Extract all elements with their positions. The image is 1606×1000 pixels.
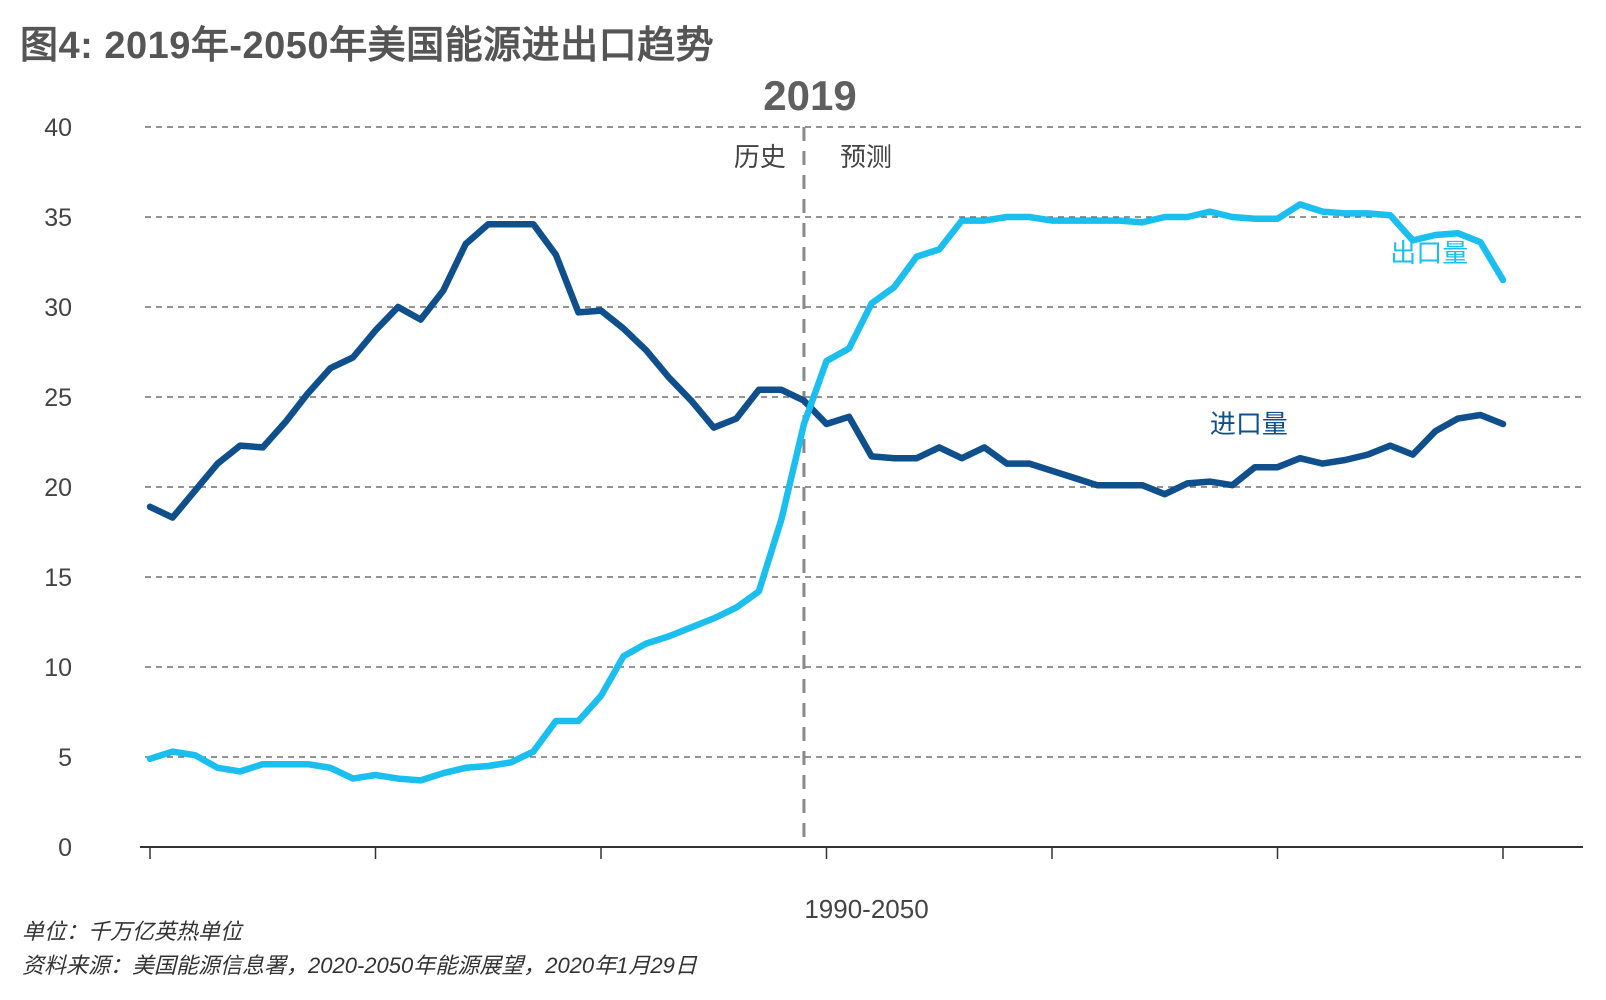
y-tick-label: 25 [44, 384, 72, 412]
y-tick-label: 30 [44, 294, 72, 322]
y-tick-label: 20 [44, 474, 72, 502]
y-tick-label: 15 [44, 564, 72, 592]
forecast-divider: 历史 预测 [734, 127, 892, 847]
y-tick-label: 40 [44, 114, 72, 142]
y-tick-label: 10 [44, 654, 72, 682]
y-tick-label: 35 [44, 204, 72, 232]
gridlines [145, 126, 1583, 758]
exports-label: 出口量 [1390, 238, 1468, 268]
history-label: 历史 [734, 142, 786, 172]
y-tick-label: 5 [58, 744, 72, 772]
series-lines [146, 201, 1507, 784]
exports-line [146, 201, 1507, 784]
imports-label: 进口量 [1210, 409, 1288, 439]
source-note: 资料来源：美国能源信息署，2020-2050年能源展望，2020年1月29日 [22, 953, 697, 978]
imports-line [146, 220, 1507, 521]
chart-title: 2019 [763, 72, 857, 119]
x-axis-label: 1990-2050 [804, 894, 928, 924]
y-axis-ticks: 0 5 10 15 20 25 30 35 40 [44, 114, 72, 862]
y-tick-label: 0 [58, 834, 72, 862]
x-axis [140, 846, 1583, 859]
forecast-label: 预测 [840, 142, 892, 172]
unit-note: 单位：千万亿英热单位 [22, 919, 243, 944]
chart-figure-title: 图4: 2019年-2050年美国能源进出口趋势 [20, 25, 715, 67]
